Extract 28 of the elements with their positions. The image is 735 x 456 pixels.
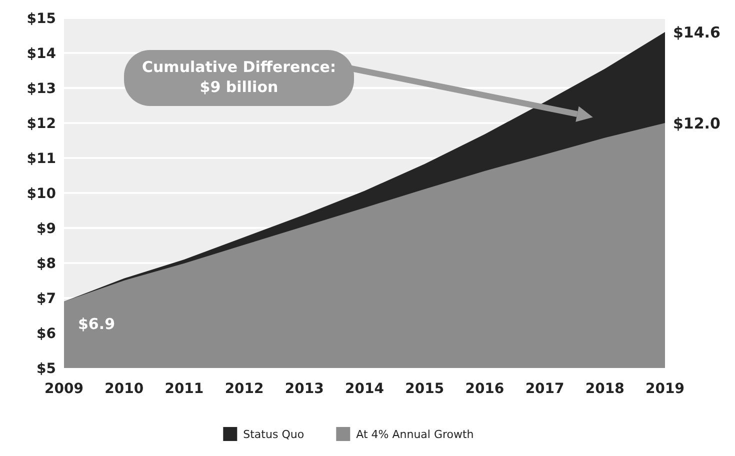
data-label: $6.9 — [78, 314, 116, 333]
y-tick-label: $12 — [26, 116, 56, 132]
x-tick-label: 2016 — [465, 381, 504, 397]
y-tick-label: $9 — [36, 220, 56, 237]
y-tick-label: $10 — [26, 186, 56, 202]
x-tick-label: 2019 — [646, 381, 684, 397]
legend-label: At 4% Annual Growth — [356, 428, 474, 441]
y-tick-label: $6 — [36, 326, 56, 342]
x-tick-label: 2015 — [405, 381, 444, 397]
data-label: $14.6 — [673, 23, 720, 42]
y-tick-label: $8 — [36, 256, 56, 272]
y-tick-label: $13 — [26, 80, 56, 97]
y-tick-label: $15 — [26, 10, 56, 27]
x-tick-label: 2009 — [44, 381, 84, 397]
data-label: $12.0 — [673, 114, 720, 132]
y-tick-label: $7 — [36, 290, 56, 307]
legend-label: Status Quo — [243, 428, 304, 441]
x-tick-label: 2011 — [164, 381, 204, 397]
x-tick-label: 2017 — [525, 381, 564, 397]
x-tick-label: 2014 — [345, 381, 384, 397]
y-tick-label: $11 — [26, 150, 56, 167]
x-tick-label: 2013 — [284, 381, 324, 397]
x-tick-label: 2010 — [104, 381, 144, 397]
x-tick-label: 2012 — [224, 381, 264, 397]
annotation: Cumulative Difference: $9 billion — [142, 58, 336, 96]
x-tick-label: 2018 — [585, 381, 624, 397]
y-tick-label: $14 — [26, 46, 56, 62]
y-tick-label: $5 — [36, 360, 56, 377]
